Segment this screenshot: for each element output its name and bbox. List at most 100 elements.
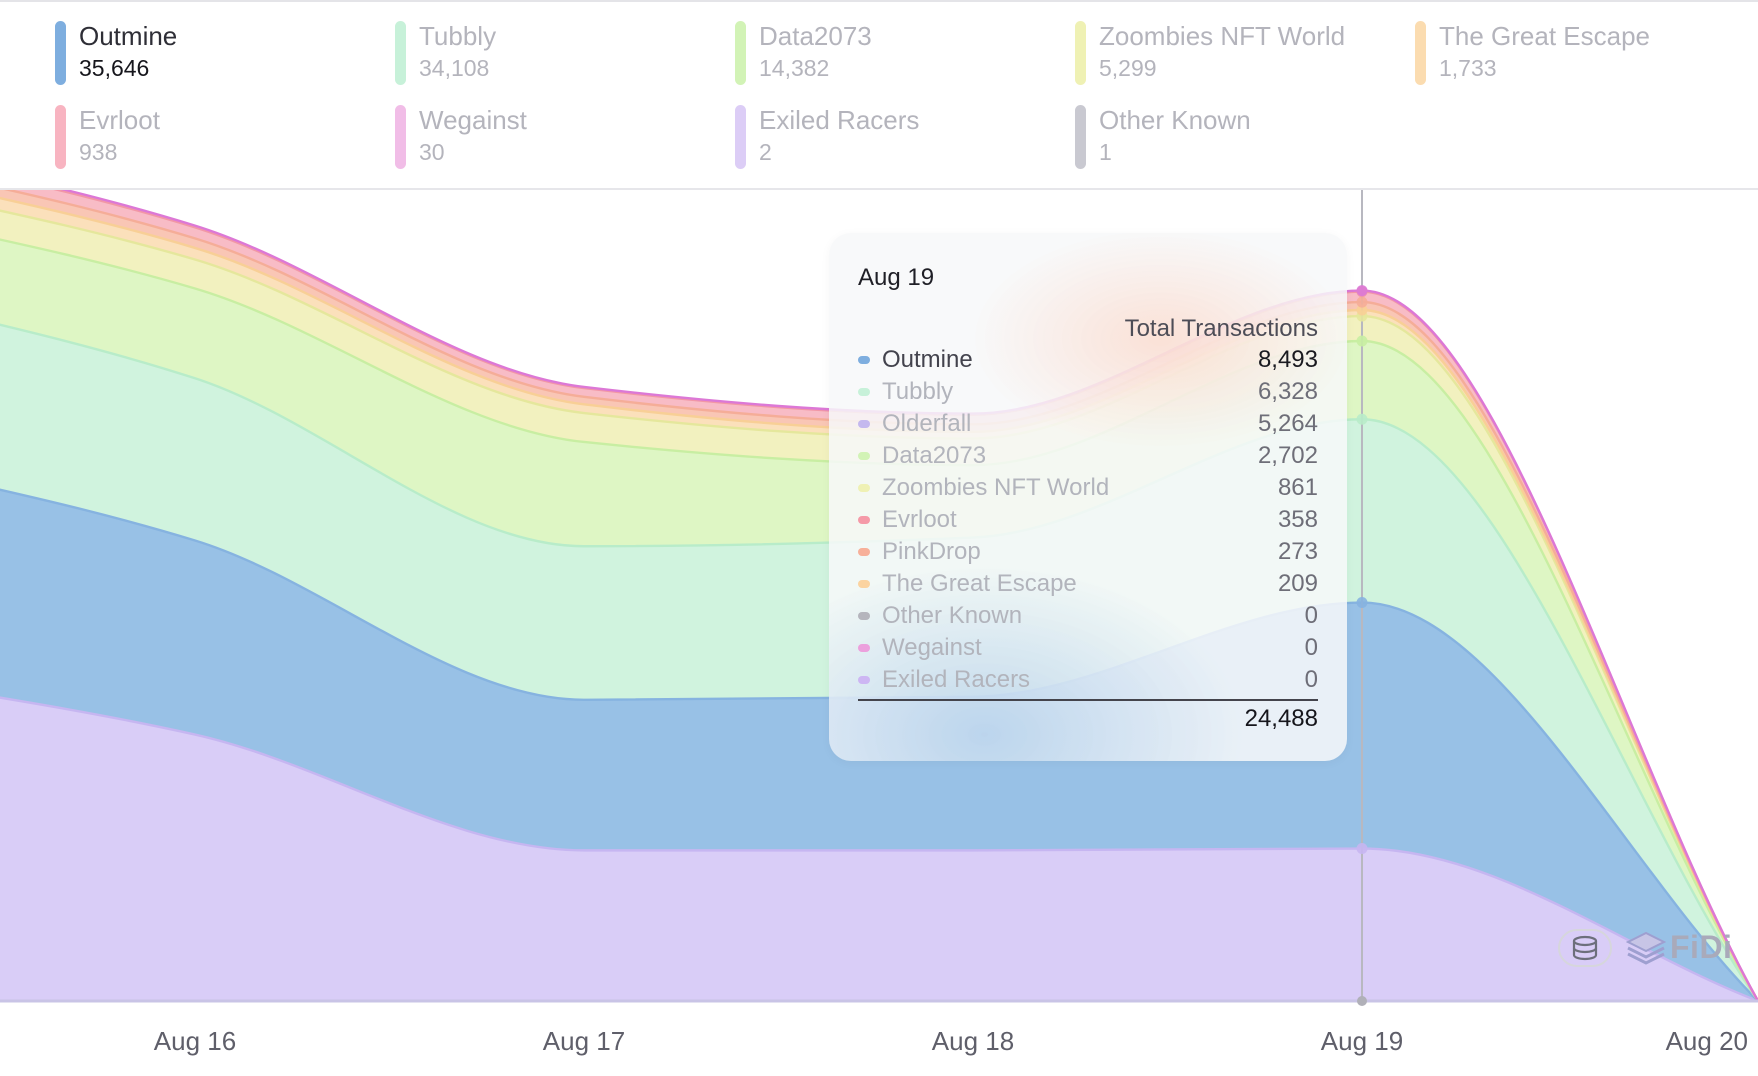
legend-item-name: The Great Escape bbox=[1439, 21, 1650, 51]
tooltip-row: Other Known 0 bbox=[858, 601, 1318, 631]
tooltip-series-label: PinkDrop bbox=[882, 538, 981, 565]
tooltip-series-value: 5,264 bbox=[1257, 410, 1318, 437]
line-outmine bbox=[0, 488, 1758, 1002]
tooltip-series-value: 0 bbox=[1304, 602, 1318, 629]
hover-marker bbox=[1356, 843, 1368, 855]
tooltip-series-label: Wegainst bbox=[882, 634, 982, 661]
tooltip-row: The Great Escape 209 bbox=[858, 569, 1318, 599]
tooltip-series-label: Other Known bbox=[882, 602, 1023, 629]
line-olderfall bbox=[0, 696, 1758, 1003]
tooltip-total: 24,488 bbox=[1244, 705, 1318, 732]
legend-swatch bbox=[55, 21, 66, 85]
x-tick-label: Aug 18 bbox=[932, 1026, 1014, 1056]
hover-marker bbox=[1356, 296, 1368, 308]
tooltip-series-dot bbox=[858, 388, 870, 396]
tooltip-series-dot bbox=[858, 676, 870, 684]
fidi-watermark: FiDi bbox=[1558, 927, 1753, 971]
tooltip-series-value: 6,328 bbox=[1257, 378, 1318, 405]
tooltip-series-dot bbox=[858, 580, 870, 588]
tooltip-series-dot bbox=[858, 452, 870, 460]
tooltip-row: PinkDrop 273 bbox=[858, 537, 1318, 567]
tooltip-series-label: Outmine bbox=[882, 346, 973, 373]
legend-item-value: 35,646 bbox=[79, 55, 150, 81]
hover-marker bbox=[1356, 304, 1368, 316]
tooltip-series-dot bbox=[858, 356, 870, 364]
tooltip-series-label: Data2073 bbox=[882, 442, 987, 469]
tooltip-divider bbox=[858, 699, 1318, 701]
tooltip-series-label: Olderfall bbox=[882, 410, 972, 437]
tooltip-row: Evrloot 358 bbox=[858, 505, 1318, 535]
x-tick-label: Aug 19 bbox=[1321, 1026, 1403, 1056]
legend-item-name: Wegainst bbox=[419, 105, 527, 135]
tooltip-header: Total Transactions bbox=[1124, 315, 1318, 342]
legend-swatch bbox=[1075, 105, 1086, 169]
tooltip-series-value: 209 bbox=[1277, 570, 1318, 597]
legend-swatch bbox=[1075, 21, 1086, 85]
tooltip-series-label: Evrloot bbox=[882, 506, 957, 533]
tooltip-row: Zoombies NFT World 861 bbox=[858, 473, 1318, 503]
tooltip-row: Data2073 2,702 bbox=[858, 441, 1318, 471]
area-data2073 bbox=[0, 239, 1758, 1001]
tooltip-series-value: 861 bbox=[1277, 474, 1318, 501]
hover-marker bbox=[1356, 335, 1368, 347]
crosshair-base-dot bbox=[1357, 996, 1367, 1006]
legend-item-value: 14,382 bbox=[759, 55, 830, 81]
tooltip-series-value: 0 bbox=[1304, 666, 1318, 693]
legend-item-value: 1 bbox=[1099, 139, 1112, 165]
legend-item-name: Other Known bbox=[1099, 105, 1251, 135]
legend-item-name: Zoombies NFT World bbox=[1099, 21, 1346, 51]
legend-swatch bbox=[55, 105, 66, 169]
tooltip-date: Aug 19 bbox=[858, 264, 935, 291]
legend-swatch bbox=[1415, 21, 1426, 85]
tooltip-series-value: 0 bbox=[1304, 634, 1318, 661]
hover-marker bbox=[1356, 285, 1368, 297]
tooltip-row: Outmine 8,493 bbox=[858, 345, 1318, 375]
legend-item-name: Outmine bbox=[79, 21, 178, 51]
top-border bbox=[0, 0, 1758, 2]
tooltip-series-dot bbox=[858, 548, 870, 556]
tooltip-series-dot bbox=[858, 420, 870, 428]
chart-tooltip: Aug 19 Total Transactions Outmine 8,493 … bbox=[829, 233, 1347, 761]
legend-item-name: Exiled Racers bbox=[759, 105, 920, 135]
tooltip-row: Olderfall 5,264 bbox=[858, 409, 1318, 439]
legend-item-value: 1,733 bbox=[1439, 55, 1497, 81]
legend-item-value: 5,299 bbox=[1099, 55, 1157, 81]
tooltip-series-value: 2,702 bbox=[1257, 442, 1318, 469]
database-icon[interactable] bbox=[1558, 929, 1612, 967]
x-axis: Aug 16 Aug 17 Aug 18 Aug 19 Aug 20 bbox=[154, 1026, 1748, 1056]
tooltip-series-dot bbox=[858, 612, 870, 620]
tooltip-row: Exiled Racers 0 bbox=[858, 665, 1318, 695]
legend-swatch bbox=[735, 21, 746, 85]
tooltip-series-label: Zoombies NFT World bbox=[882, 474, 1110, 501]
tooltip-series-dot bbox=[858, 516, 870, 524]
tooltip-row: Tubbly 6,328 bbox=[858, 377, 1318, 407]
hover-marker bbox=[1356, 597, 1368, 609]
legend-item-name: Tubbly bbox=[419, 21, 497, 51]
legend-item-name: Data2073 bbox=[759, 21, 872, 51]
x-tick-label: Aug 16 bbox=[154, 1026, 236, 1056]
tooltip-series-label: Exiled Racers bbox=[882, 666, 1031, 693]
fidi-logo-text: FiDi bbox=[1670, 929, 1733, 965]
tooltip-series-value: 8,493 bbox=[1257, 346, 1318, 373]
tooltip-series-label: Tubbly bbox=[882, 378, 954, 405]
tooltip-series-value: 358 bbox=[1277, 506, 1318, 533]
tooltip-row: Wegainst 0 bbox=[858, 633, 1318, 663]
legend-swatch bbox=[735, 105, 746, 169]
tooltip-series-value: 273 bbox=[1277, 538, 1318, 565]
x-tick-label: Aug 17 bbox=[543, 1026, 625, 1056]
hover-marker bbox=[1356, 413, 1368, 425]
tooltip-series-dot bbox=[858, 484, 870, 492]
legend-item-name: Evrloot bbox=[79, 105, 160, 135]
legend-item-value: 938 bbox=[79, 139, 118, 165]
hover-markers bbox=[1356, 285, 1368, 855]
tooltip-series-dot bbox=[858, 644, 870, 652]
legend-item-value: 34,108 bbox=[419, 55, 490, 81]
tooltip-series-label: The Great Escape bbox=[882, 570, 1077, 597]
fidi-logo-icon bbox=[1625, 931, 1667, 967]
legend-swatch bbox=[395, 105, 406, 169]
legend-swatch bbox=[395, 21, 406, 85]
legend-item-value: 30 bbox=[419, 139, 445, 165]
hover-crosshair bbox=[1357, 190, 1367, 1006]
area-olderfall bbox=[0, 697, 1758, 1002]
x-tick-label: Aug 20 bbox=[1666, 1026, 1748, 1056]
